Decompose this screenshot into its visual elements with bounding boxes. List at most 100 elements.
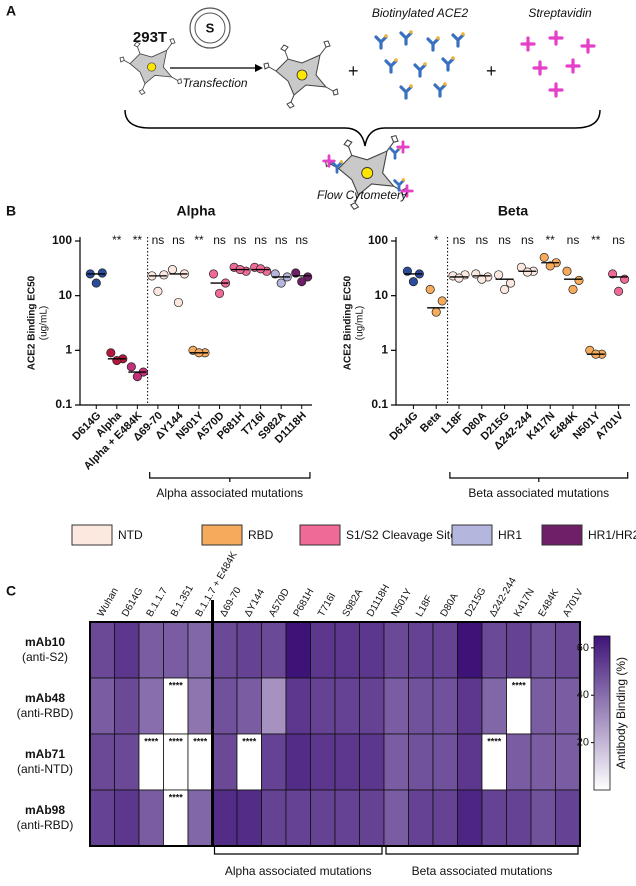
significance: ns — [213, 233, 226, 247]
heatmap-cell — [114, 733, 140, 791]
colorbar-label: Antibody Binding (%) — [614, 657, 628, 769]
heatmap-cell — [408, 733, 434, 791]
heatmap-cell — [408, 789, 434, 847]
significance: ns — [275, 233, 288, 247]
cell-label: **** — [512, 680, 527, 690]
heatmap-cell — [530, 789, 556, 847]
heatmap-cell — [555, 677, 581, 735]
plasmid-label: S — [206, 20, 215, 35]
heatmap-cell — [236, 621, 262, 679]
heatmap-cell — [236, 677, 262, 735]
heatmap-cell — [261, 677, 287, 735]
significance: ns — [567, 233, 580, 247]
heatmap-cell — [261, 621, 287, 679]
arrow-head — [255, 64, 263, 72]
data-point — [167, 265, 178, 275]
bracket — [213, 846, 383, 855]
column-label: Δ69-70 — [218, 585, 244, 619]
heatmap-cell — [506, 621, 532, 679]
significance: ns — [498, 233, 511, 247]
transfected-cell — [263, 40, 339, 109]
bracket-label: Alpha associated mutations — [225, 864, 372, 878]
column-label: E484K — [537, 587, 562, 619]
data-point — [297, 277, 307, 287]
data-point — [494, 270, 504, 280]
heatmap-cell — [334, 789, 360, 847]
heatmap-cell — [555, 733, 581, 791]
significance: ** — [133, 233, 143, 247]
y-tick-label: 0.1 — [55, 397, 72, 411]
column-label: A701V — [561, 587, 586, 619]
heatmap-cell — [114, 789, 140, 847]
data-point — [153, 286, 163, 296]
readout-label: Flow Cytometery — [317, 188, 408, 202]
data-point — [506, 278, 516, 288]
heatmap-cell — [163, 789, 189, 847]
data-point — [276, 278, 286, 288]
colorbar-tick-label: 20 — [577, 737, 589, 749]
cell-icon — [119, 38, 183, 95]
heatmap-cell — [383, 789, 409, 847]
cell-label: **** — [487, 736, 502, 746]
column-label: K417N — [512, 587, 537, 619]
colorbar-tick-label: 40 — [577, 689, 589, 701]
heatmap-cell — [359, 621, 385, 679]
heatmap-cell — [457, 733, 483, 791]
cell-label: **** — [169, 736, 184, 746]
axes — [395, 237, 630, 406]
column-label: D1118H — [365, 583, 392, 619]
significance: ns — [152, 233, 165, 247]
heatmap-cell — [530, 677, 556, 735]
x-tick-label: D614G — [387, 410, 420, 443]
data-point — [112, 356, 122, 366]
heatmap-cell — [334, 733, 360, 791]
significance: ns — [475, 233, 488, 247]
data-point — [539, 252, 549, 263]
legend-swatch — [451, 524, 493, 546]
significance: ** — [194, 233, 204, 247]
heatmap-cell — [359, 733, 385, 791]
column-label: B.1.351 — [169, 583, 196, 619]
heatmap-cell — [89, 733, 115, 791]
heatmap-cell — [163, 621, 189, 679]
plus: + — [486, 61, 497, 81]
row-sublabel: (anti-RBD) — [17, 818, 74, 832]
data-point — [106, 348, 116, 358]
significance: ns — [453, 233, 466, 247]
column-label: D215G — [463, 586, 488, 619]
significance: ** — [112, 233, 122, 247]
y-axis-label: ACE2 Binding EC50 — [343, 275, 354, 370]
heatmap-cell — [359, 677, 385, 735]
cell-label: **** — [144, 736, 159, 746]
data-point — [477, 274, 487, 284]
heatmap-cell — [285, 733, 311, 791]
heatmap-cell — [138, 621, 164, 679]
y-tick-label: 0.1 — [371, 397, 388, 411]
row-label: mAb71 — [25, 747, 65, 761]
brace — [124, 109, 601, 147]
x-tick-label: Beta — [418, 409, 444, 435]
column-label: P681H — [292, 587, 317, 619]
heatmap-cell — [383, 621, 409, 679]
column-label: Wuhan — [96, 586, 121, 619]
cell-label: **** — [193, 736, 208, 746]
heatmap-cell — [481, 789, 507, 847]
heatmap-cell — [310, 621, 336, 679]
heatmap-cell — [187, 733, 213, 791]
data-point — [574, 275, 584, 285]
data-point — [91, 278, 101, 288]
legend-swatch — [71, 524, 113, 546]
legend-label: NTD — [118, 528, 143, 542]
heatmap-cell — [89, 677, 115, 735]
significance: ns — [254, 233, 267, 247]
significance: ** — [591, 233, 601, 247]
significance: ns — [612, 233, 625, 247]
reagent-label: Biotinylated ACE2 — [372, 6, 469, 20]
heatmap-cell — [187, 789, 213, 847]
heatmap-cell — [236, 789, 262, 847]
data-point — [500, 284, 510, 294]
heatmap-cell — [138, 733, 164, 791]
heatmap-cell — [163, 677, 189, 735]
column-label: N501Y — [390, 587, 415, 619]
